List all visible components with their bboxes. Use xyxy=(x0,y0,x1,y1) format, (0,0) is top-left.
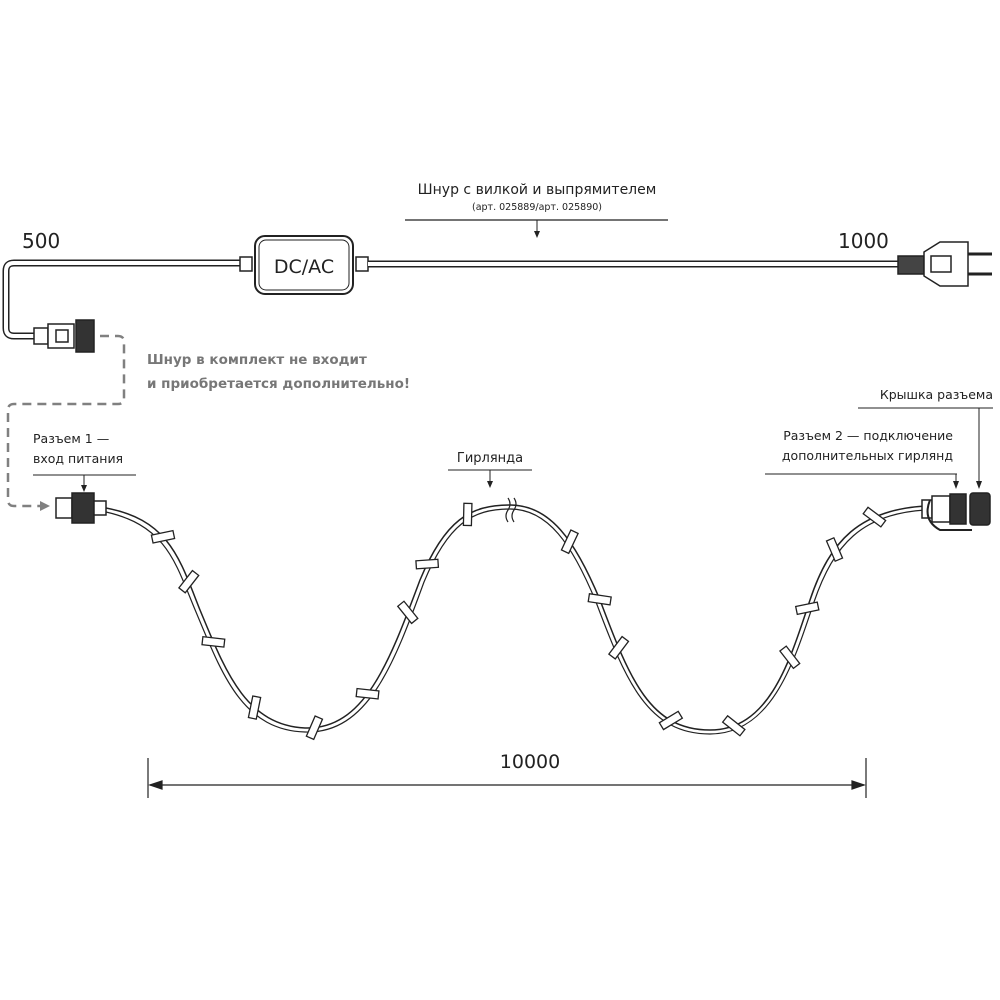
led-bulb-icon xyxy=(150,529,176,544)
garland-label: Гирлянда xyxy=(457,451,523,466)
dashed-connection xyxy=(6,334,126,508)
garland-bulbs xyxy=(150,502,887,741)
connector2-line1: Разъем 2 — подключение xyxy=(783,428,953,443)
led-bulb-icon xyxy=(607,635,630,660)
led-bulb-icon xyxy=(201,635,226,648)
led-bulb-icon xyxy=(177,569,200,594)
cord-left xyxy=(2,259,245,340)
length-500: 500 xyxy=(22,229,60,253)
led-bulb-icon xyxy=(305,715,324,741)
plug-icon xyxy=(897,241,992,287)
led-bulb-icon xyxy=(587,592,612,606)
garland-wire xyxy=(105,504,926,731)
length-1000: 1000 xyxy=(838,229,889,253)
led-bulb-icon xyxy=(825,536,844,563)
connector-1-icon xyxy=(55,492,107,524)
note-line1: Шнур в комплект не входит xyxy=(147,352,367,368)
dc-ac-converter: DC/AC xyxy=(239,235,369,295)
led-bulb-icon xyxy=(462,502,473,527)
note-line2: и приобретается дополнительно! xyxy=(147,376,410,392)
led-bulb-icon xyxy=(721,714,746,737)
led-bulb-icon xyxy=(355,687,380,700)
connector1-line1: Разъем 1 — xyxy=(33,431,109,446)
led-bulb-icon xyxy=(862,506,887,528)
connector2-line2: дополнительных гирлянд xyxy=(782,448,953,463)
dimension-value: 10000 xyxy=(500,751,560,773)
led-bulb-icon xyxy=(415,558,440,570)
connector1-line2: вход питания xyxy=(33,451,123,466)
led-bulb-icon xyxy=(560,529,579,555)
led-bulb-icon xyxy=(779,645,801,670)
connector-cap-icon xyxy=(926,492,991,531)
converter-label: DC/AC xyxy=(274,256,334,278)
led-bulb-icon xyxy=(658,710,684,731)
cord-title: Шнур с вилкой и выпрямителем xyxy=(418,182,657,198)
led-bulb-icon xyxy=(247,695,262,720)
cap-label: Крышка разъема xyxy=(880,387,993,402)
led-bulb-icon xyxy=(396,600,419,625)
cord-article: (арт. 025889/арт. 025890) xyxy=(472,202,602,213)
dimension-line xyxy=(147,758,867,798)
power-cord-connector xyxy=(33,319,95,353)
led-bulb-icon xyxy=(794,601,820,616)
